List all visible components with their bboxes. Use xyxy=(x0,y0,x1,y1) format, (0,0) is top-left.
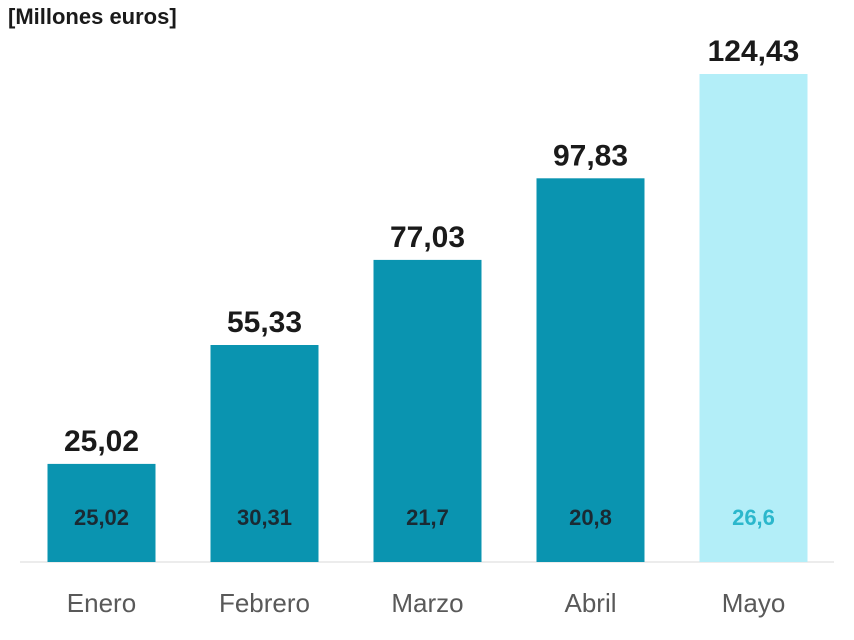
x-tick-label-mayo: Mayo xyxy=(722,588,786,618)
monthly-label-enero: 25,02 xyxy=(74,505,129,530)
value-label-mayo: 124,43 xyxy=(708,35,800,68)
value-label-febrero: 55,33 xyxy=(227,306,302,339)
monthly-label-mayo: 26,6 xyxy=(732,505,775,530)
x-tick-label-febrero: Febrero xyxy=(219,588,310,618)
bar-febrero xyxy=(210,345,319,562)
monthly-label-marzo: 21,7 xyxy=(406,505,449,530)
x-tick-label-abril: Abril xyxy=(564,588,616,618)
value-label-abril: 97,83 xyxy=(553,139,628,172)
value-label-enero: 25,02 xyxy=(64,425,139,458)
bar-marzo xyxy=(373,259,482,562)
monthly-label-febrero: 30,31 xyxy=(237,505,292,530)
x-tick-label-marzo: Marzo xyxy=(391,588,463,618)
x-tick-label-enero: Enero xyxy=(67,588,136,618)
monthly-label-abril: 20,8 xyxy=(569,505,612,530)
bar-enero xyxy=(47,463,156,562)
unit-label: [Millones euros] xyxy=(8,4,177,29)
bar-abril xyxy=(536,178,645,563)
value-label-marzo: 77,03 xyxy=(390,221,465,254)
bar-mayo xyxy=(699,74,808,562)
